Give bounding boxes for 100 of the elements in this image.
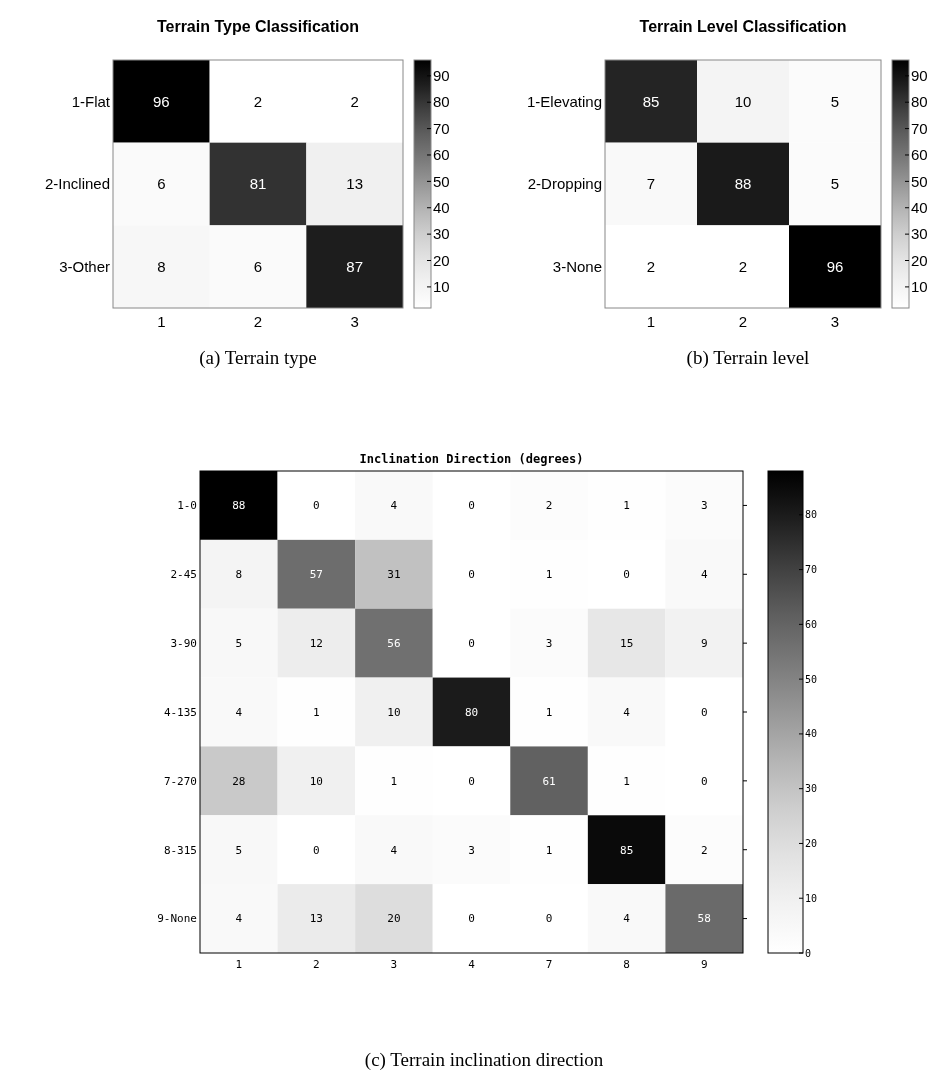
x-tick-label: 1 xyxy=(157,313,166,330)
color-bar-label: 70 xyxy=(911,119,928,137)
data-label: 4 xyxy=(623,705,631,719)
color-bar-label: 80 xyxy=(433,93,450,111)
color-bar-label: 50 xyxy=(805,673,818,685)
x-tick-label: 2 xyxy=(253,313,263,330)
data-label: 2 xyxy=(350,92,359,110)
color-bar-label: 90 xyxy=(433,67,450,85)
x-tick-label: 8 xyxy=(623,958,630,971)
x-tick-label: 4 xyxy=(468,958,476,971)
color-bar-label: 20 xyxy=(805,837,818,849)
data-label: 2 xyxy=(253,92,263,110)
data-label: 1 xyxy=(545,568,553,582)
data-label: 80 xyxy=(464,705,479,719)
data-label: 0 xyxy=(468,568,475,582)
data-label: 4 xyxy=(390,499,398,513)
x-tick-label: 3 xyxy=(390,958,398,971)
data-label: 81 xyxy=(249,175,267,193)
data-label: 5 xyxy=(830,92,840,110)
data-label: 0 xyxy=(313,499,320,513)
data-label: 13 xyxy=(346,175,364,193)
data-label: 2 xyxy=(700,843,708,857)
color-bar-label: 90 xyxy=(911,67,928,85)
data-label: 13 xyxy=(309,912,323,926)
data-label: 9 xyxy=(700,636,708,650)
color-bar-label: 40 xyxy=(911,198,928,216)
color-bar-label: 80 xyxy=(805,509,818,521)
data-label: 6 xyxy=(253,257,263,275)
data-label: 3 xyxy=(468,843,475,857)
color-bar-label: 50 xyxy=(911,172,928,190)
y-tick-label: 1-0 xyxy=(177,499,197,513)
data-label: 1 xyxy=(623,499,630,513)
data-label: 10 xyxy=(734,92,752,110)
x-tick-label: 2 xyxy=(738,313,748,330)
x-tick-label: 9 xyxy=(700,958,708,971)
data-label: 1 xyxy=(623,774,630,788)
data-label: 85 xyxy=(642,92,660,110)
data-label: 56 xyxy=(387,636,401,650)
y-tick-label: 3-None xyxy=(552,257,602,275)
color-bar-label: 60 xyxy=(805,618,818,630)
data-label: 58 xyxy=(697,912,711,926)
data-label: 57 xyxy=(309,568,323,582)
color-bar-label: 70 xyxy=(433,119,450,137)
data-label: 96 xyxy=(152,92,170,110)
y-tick-label: 4-135 xyxy=(163,705,197,719)
data-label: 3 xyxy=(700,499,708,513)
color-bar-label: 30 xyxy=(433,225,450,243)
color-bar-label: 10 xyxy=(433,278,450,296)
color-bar-label: 70 xyxy=(805,564,818,576)
data-label: 10 xyxy=(309,774,323,788)
data-label: 0 xyxy=(468,774,475,788)
chart-title: Terrain Level Classification xyxy=(639,18,847,35)
data-label: 8 xyxy=(157,257,166,275)
data-label: 1 xyxy=(545,843,553,857)
data-label: 96 xyxy=(826,257,844,275)
data-label: 0 xyxy=(313,843,320,857)
x-tick-label: 2 xyxy=(313,958,320,971)
data-label: 2 xyxy=(646,257,656,275)
data-label: 4 xyxy=(623,912,631,926)
x-tick-label: 3 xyxy=(830,313,840,330)
data-label: 2 xyxy=(545,499,553,513)
data-label: 3 xyxy=(545,636,553,650)
data-label: 5 xyxy=(830,175,840,193)
data-label: 0 xyxy=(468,499,475,513)
color-bar-label: 10 xyxy=(805,892,818,904)
color-bar-label: 50 xyxy=(433,172,450,190)
data-label: 4 xyxy=(235,912,243,926)
data-label: 0 xyxy=(468,912,475,926)
data-label: 0 xyxy=(700,705,708,719)
data-label: 85 xyxy=(620,843,634,857)
x-tick-label: 3 xyxy=(350,313,359,330)
color-bar-label: 20 xyxy=(433,251,450,269)
color-bar-label: 10 xyxy=(911,278,928,296)
data-label: 61 xyxy=(542,774,556,788)
y-tick-label: 2-Inclined xyxy=(44,175,110,193)
text: (c) Terrain inclination direction xyxy=(364,1049,604,1071)
color-bar-label: 40 xyxy=(805,728,818,740)
data-label: 20 xyxy=(387,912,401,926)
y-tick-label: 3-Other xyxy=(59,257,110,275)
data-label: 5 xyxy=(235,843,243,857)
color-bar-label: 40 xyxy=(433,198,450,216)
text: (b) Terrain level xyxy=(686,347,810,369)
data-label: 2 xyxy=(738,257,748,275)
data-label: 87 xyxy=(346,257,364,275)
data-label: 88 xyxy=(232,499,246,513)
y-tick-label: 8-315 xyxy=(163,843,197,857)
text: (a) Terrain type xyxy=(199,347,317,369)
data-label: 6 xyxy=(157,175,166,193)
x-tick-label: 7 xyxy=(545,958,553,971)
color-bar-label: 30 xyxy=(805,783,818,795)
chart-title: Inclination Direction (degrees) xyxy=(359,452,584,466)
data-label: 28 xyxy=(232,774,246,788)
data-label: 5 xyxy=(235,636,243,650)
data-label: 4 xyxy=(700,568,708,582)
color-bar-label: 80 xyxy=(911,93,928,111)
data-label: 1 xyxy=(545,705,553,719)
y-tick-label: 7-270 xyxy=(163,774,197,788)
y-tick-label: 1-Elevating xyxy=(526,92,602,110)
data-label: 1 xyxy=(313,705,320,719)
data-label: 4 xyxy=(235,705,243,719)
